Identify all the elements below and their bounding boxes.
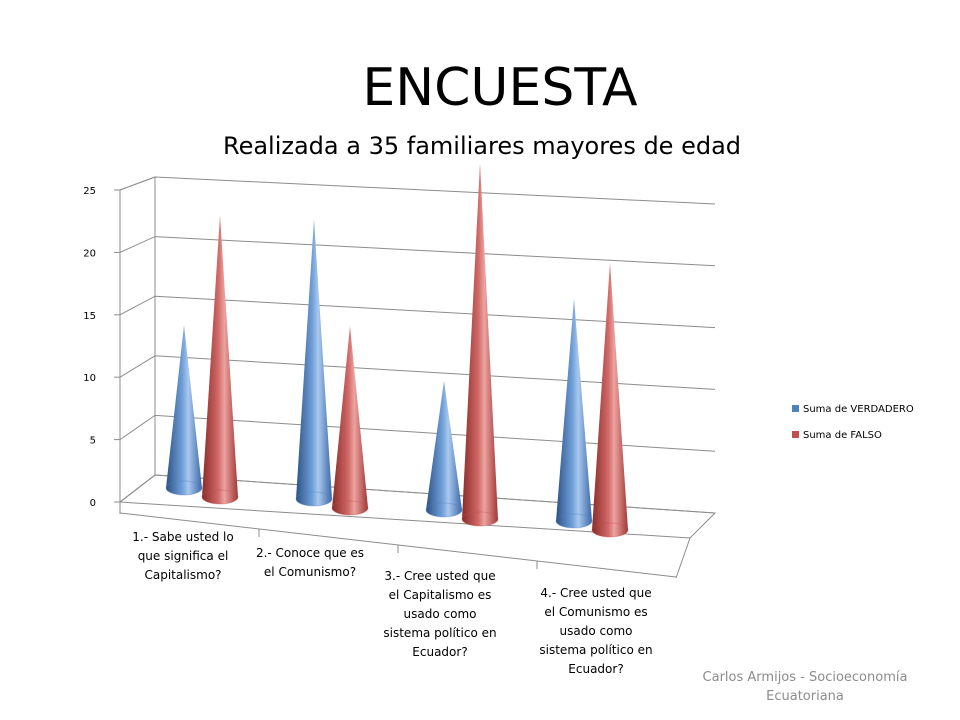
cone-verdadero-2: [295, 219, 333, 507]
cone-verdadero-3: [425, 381, 463, 518]
chart-floor: [118, 474, 717, 539]
gridline: [119, 355, 716, 390]
cone-verdadero-1: [165, 325, 203, 496]
y-tick-label: 25: [83, 186, 96, 197]
gridline: [119, 414, 716, 452]
floor-edge: [675, 537, 691, 579]
cone-falso-4: [591, 262, 629, 538]
footer-credit: Carlos Armijos - Socioeconomía Ecuatoria…: [680, 668, 930, 706]
cone-falso-3: [461, 163, 499, 527]
footer-line: Ecuatoriana: [766, 689, 844, 704]
y-tick-label: 10: [83, 373, 96, 384]
gridline: [119, 176, 716, 205]
category-label: 2.- Conoce que es el Comunismo?: [256, 546, 364, 579]
footer-line: Carlos Armijos - Socioeconomía: [702, 670, 908, 685]
legend-swatch: [792, 405, 799, 412]
category-label: 1.- Sabe usted lo que significa el Capital…: [132, 530, 233, 582]
cone-falso-1: [201, 215, 239, 505]
gridline: [119, 295, 716, 329]
cone-verdadero-4: [555, 298, 593, 529]
legend-label: Suma de FALSO: [803, 430, 882, 441]
legend-swatch: [792, 431, 799, 438]
gridline: [119, 236, 716, 267]
slide-subtitle: Realizada a 35 familiares mayores de eda…: [222, 132, 742, 160]
y-tick-label: 15: [83, 311, 96, 322]
side-wall: [119, 176, 156, 504]
slide-title: ENCUESTA: [362, 58, 638, 118]
cone-falso-2: [331, 326, 369, 516]
legend-label: Suma de VERDADERO: [803, 404, 914, 415]
y-tick-label: 20: [83, 248, 96, 259]
category-label: 4.- Cree usted que el Comunismo es usado c…: [539, 586, 652, 676]
x-axis: [119, 512, 677, 578]
category-label: 3.- Cree usted que el Capitalismo es usado…: [383, 569, 496, 659]
y-tick-label: 5: [90, 436, 96, 447]
y-tick-label: 0: [90, 498, 96, 509]
